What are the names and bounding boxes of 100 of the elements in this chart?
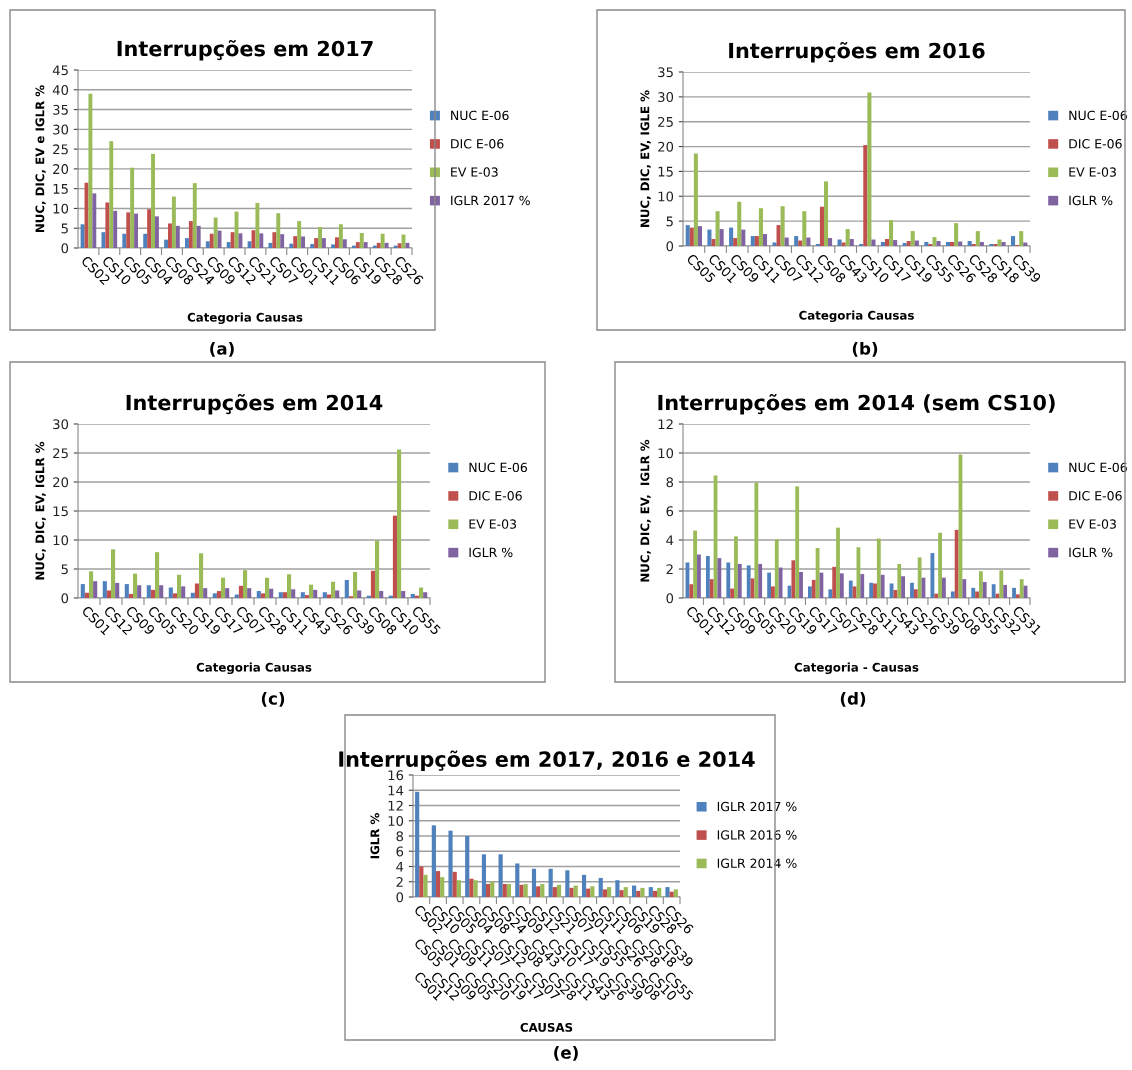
bar xyxy=(839,573,844,598)
bar xyxy=(498,854,503,897)
bar xyxy=(828,238,833,246)
bar xyxy=(950,242,955,246)
bar xyxy=(876,538,881,598)
text: (d) xyxy=(840,691,866,707)
bar xyxy=(657,887,662,897)
bar xyxy=(102,581,107,598)
bar xyxy=(226,242,231,248)
bar xyxy=(469,878,474,897)
bar xyxy=(730,588,735,598)
bar xyxy=(837,239,842,246)
bar xyxy=(415,791,420,897)
bar xyxy=(287,574,292,598)
y-tick-label: 15 xyxy=(53,184,68,194)
bar xyxy=(962,579,967,598)
y-axis-title: IGLR % xyxy=(370,813,380,859)
bar xyxy=(778,567,783,598)
bar xyxy=(300,592,305,598)
bar xyxy=(697,554,701,598)
bar xyxy=(196,225,201,248)
bar xyxy=(401,591,406,598)
bar xyxy=(146,585,151,598)
bar xyxy=(852,586,857,598)
bar xyxy=(758,208,763,246)
bar xyxy=(685,225,690,246)
bar xyxy=(860,574,865,598)
bar xyxy=(143,233,148,248)
bar xyxy=(975,231,980,246)
y-axis-title: NUC, DIC, EV, IGLR % xyxy=(35,441,46,580)
bar xyxy=(991,584,996,598)
x-axis-title: Categoria Causas xyxy=(187,312,303,325)
y-axis-title: NUC, DIC, EV e IGLR % xyxy=(35,85,46,233)
bar xyxy=(705,555,710,598)
y-tick-label: 8 xyxy=(666,477,674,488)
legend-label: IGLR % xyxy=(1069,547,1113,558)
bar xyxy=(930,553,935,598)
bar xyxy=(128,593,133,598)
bar xyxy=(194,583,199,598)
y-tick-label: 45 xyxy=(52,65,68,76)
bar xyxy=(456,880,461,897)
legend-label: NUC E-06 xyxy=(1069,110,1127,121)
x-axis-title: Categoria - Causas xyxy=(794,662,919,675)
bar xyxy=(1015,594,1020,598)
bar xyxy=(954,529,959,598)
y-tick-label: 8 xyxy=(396,831,404,842)
y-tick-label: 0 xyxy=(396,892,404,903)
bar xyxy=(353,571,358,598)
bar xyxy=(168,587,173,598)
bar xyxy=(190,592,195,598)
bar xyxy=(648,887,653,897)
bar xyxy=(950,591,955,598)
y-tick-label: 10 xyxy=(658,448,674,459)
bar xyxy=(758,563,763,598)
bar xyxy=(331,244,336,248)
bar xyxy=(106,590,111,598)
bar xyxy=(423,874,428,897)
bar xyxy=(910,582,914,598)
bar xyxy=(519,884,524,897)
bar xyxy=(410,593,415,598)
bar xyxy=(260,593,265,598)
bar xyxy=(134,213,139,248)
bar xyxy=(255,202,260,248)
legend-label: IGLR 2016 % xyxy=(717,830,797,840)
bar xyxy=(884,239,890,246)
bar xyxy=(729,227,734,246)
bar xyxy=(932,237,937,246)
y-tick-label: 20 xyxy=(53,477,69,488)
y-axis-title: NUC, DIC, EV, IGLE % xyxy=(640,90,651,227)
bar xyxy=(209,233,214,248)
bar xyxy=(873,583,877,598)
bar xyxy=(815,547,820,598)
bar xyxy=(750,236,755,246)
bar xyxy=(289,243,294,248)
bar xyxy=(92,193,97,248)
text: (a) xyxy=(210,341,234,357)
bar xyxy=(636,890,641,897)
bar xyxy=(914,240,919,246)
bar xyxy=(711,239,716,246)
bar xyxy=(910,231,915,246)
bar xyxy=(280,234,285,248)
bar xyxy=(540,884,545,897)
y-tick-label: 12 xyxy=(388,800,403,811)
bar xyxy=(880,242,885,246)
y-tick-label: 5 xyxy=(666,216,673,227)
bar xyxy=(338,224,343,248)
bar xyxy=(1001,242,1006,246)
bar xyxy=(88,93,93,248)
legend-label: IGLR % xyxy=(1069,195,1113,206)
legend-label: EV E-03 xyxy=(1069,167,1116,177)
bar xyxy=(80,224,85,248)
bar xyxy=(419,587,424,598)
bar xyxy=(737,563,742,598)
bar xyxy=(109,141,114,248)
bar xyxy=(762,234,768,246)
bar xyxy=(137,585,142,598)
bar xyxy=(693,530,698,598)
y-tick-label: 30 xyxy=(53,419,69,430)
bar xyxy=(397,243,402,248)
bar xyxy=(880,574,885,598)
